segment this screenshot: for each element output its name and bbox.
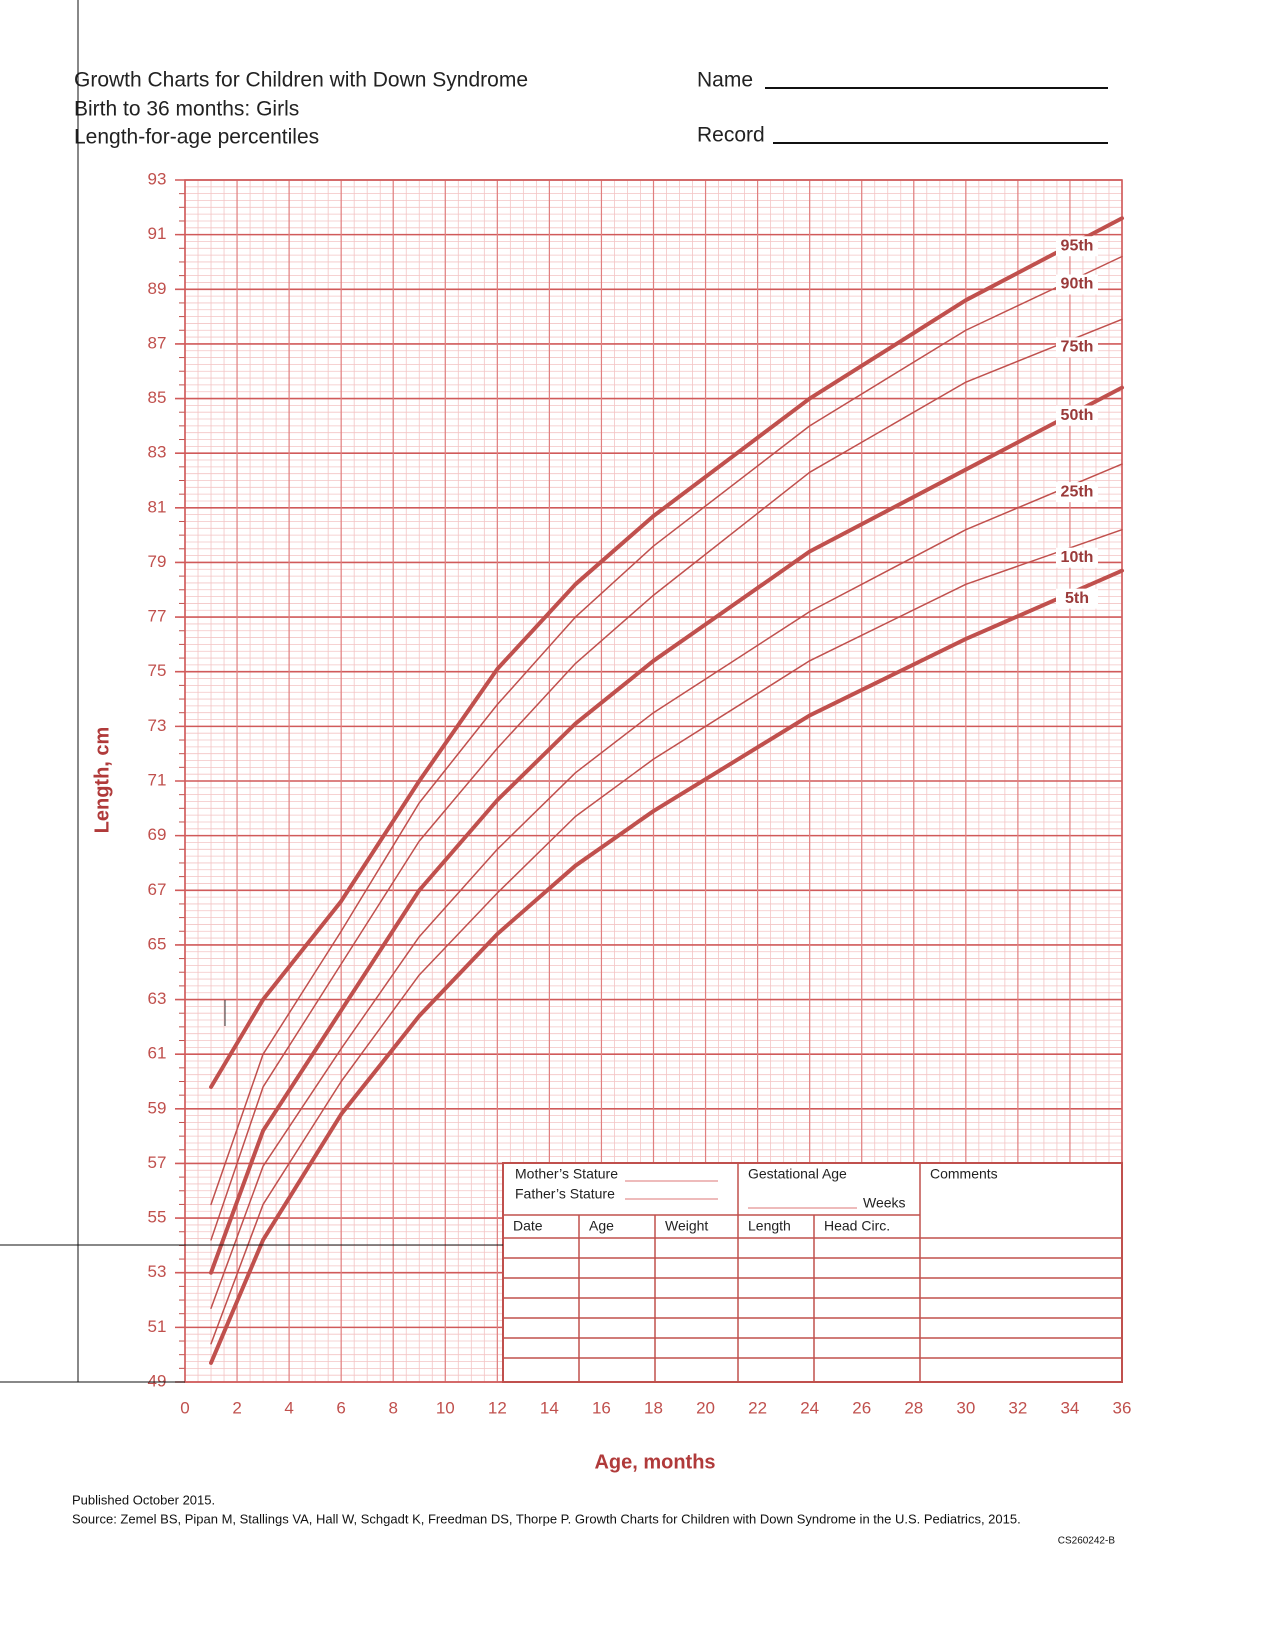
percentile-label: 95th	[1061, 237, 1094, 254]
footer-code: CS260242-B	[1058, 1536, 1116, 1547]
y-tick-label: 85	[148, 388, 167, 407]
x-tick-label: 24	[800, 1398, 819, 1417]
footer-published: Published October 2015.	[72, 1492, 215, 1507]
y-tick-label: 83	[148, 443, 167, 462]
y-tick-label: 65	[148, 934, 167, 953]
record-table	[502, 1162, 1123, 1383]
y-tick-label: 89	[148, 279, 167, 298]
chart-title: Growth Charts for Children with Down Syn…	[74, 69, 528, 92]
table-label: Gestational Age	[748, 1166, 847, 1182]
percentile-curve	[210, 255, 1123, 1206]
x-tick-label: 2	[232, 1398, 241, 1417]
plot: 4951535557596163656769717375777981838587…	[148, 169, 1132, 1417]
table-header: Length	[748, 1218, 791, 1234]
x-tick-label: 18	[644, 1398, 663, 1417]
label-bg	[1056, 588, 1098, 609]
percentile-label: 50th	[1061, 407, 1094, 424]
table-label: Mother’s Stature	[515, 1166, 618, 1182]
table-header: Head Circ.	[824, 1218, 890, 1234]
x-tick-label: 16	[592, 1398, 611, 1417]
label-bg	[1056, 236, 1098, 257]
x-tick-label: 0	[180, 1398, 189, 1417]
percentile-curve	[209, 216, 1124, 1089]
label-bg	[1056, 482, 1098, 503]
y-tick-label: 49	[148, 1371, 167, 1390]
percentile-curve	[209, 385, 1124, 1275]
table-header: Age	[589, 1218, 614, 1234]
y-tick-label: 59	[148, 1098, 167, 1117]
x-tick-label: 36	[1113, 1398, 1132, 1417]
y-tick-label: 75	[148, 661, 167, 680]
percentile-curve	[209, 568, 1124, 1365]
chart-subtitle: Birth to 36 months: Girls	[74, 98, 299, 121]
y-tick-label: 67	[148, 880, 167, 899]
y-tick-label: 77	[148, 607, 167, 626]
y-tick-label: 79	[148, 552, 167, 571]
x-tick-label: 22	[748, 1398, 767, 1417]
x-tick-label: 30	[956, 1398, 975, 1417]
y-tick-label: 57	[148, 1153, 167, 1172]
y-tick-label: 61	[148, 1044, 167, 1063]
x-tick-label: 12	[488, 1398, 507, 1417]
x-tick-label: 28	[904, 1398, 923, 1417]
y-tick-label: 53	[148, 1262, 167, 1281]
x-tick-label: 14	[540, 1398, 559, 1417]
y-tick-label: 55	[148, 1208, 167, 1227]
chart-subtitle: Length-for-age percentiles	[74, 126, 319, 149]
percentile-curve	[210, 463, 1123, 1309]
record-label: Record	[697, 124, 765, 147]
x-tick-label: 6	[336, 1398, 345, 1417]
y-tick-label: 81	[148, 497, 167, 516]
label-bg	[1056, 405, 1098, 426]
y-tick-label: 91	[148, 224, 167, 243]
y-tick-label: 87	[148, 333, 167, 352]
y-tick-label: 63	[148, 989, 167, 1008]
x-tick-label: 20	[696, 1398, 715, 1417]
y-tick-label: 69	[148, 825, 167, 844]
x-tick-label: 32	[1008, 1398, 1027, 1417]
table-header: Date	[513, 1218, 543, 1234]
percentile-label: 10th	[1061, 549, 1094, 566]
x-axis-label: Age, months	[594, 1451, 715, 1473]
x-tick-label: 4	[284, 1398, 293, 1417]
percentile-label: 5th	[1065, 590, 1089, 607]
label-bg	[1056, 547, 1098, 568]
table-label: Father’s Stature	[515, 1186, 615, 1202]
percentile-curve	[210, 318, 1123, 1241]
y-tick-label: 93	[148, 169, 167, 188]
label-bg	[1056, 337, 1098, 358]
percentile-label: 90th	[1061, 276, 1094, 293]
y-tick-label: 73	[148, 716, 167, 735]
x-tick-label: 26	[852, 1398, 871, 1417]
percentile-label: 75th	[1061, 339, 1094, 356]
footer-source: Source: Zemel BS, Pipan M, Stallings VA,…	[72, 1511, 1021, 1526]
y-tick-label: 71	[148, 770, 167, 789]
y-tick-label: 51	[148, 1317, 167, 1336]
table-header: Weight	[665, 1218, 708, 1234]
table-label: Weeks	[863, 1195, 906, 1211]
y-axis-label: Length, cm	[91, 727, 113, 834]
x-tick-label: 34	[1060, 1398, 1079, 1417]
percentile-label: 25th	[1061, 483, 1094, 500]
x-tick-label: 8	[388, 1398, 397, 1417]
table-label: Comments	[930, 1166, 998, 1182]
name-label: Name	[697, 69, 753, 92]
x-tick-label: 10	[436, 1398, 455, 1417]
percentile-curve	[210, 528, 1123, 1345]
label-bg	[1056, 274, 1098, 295]
